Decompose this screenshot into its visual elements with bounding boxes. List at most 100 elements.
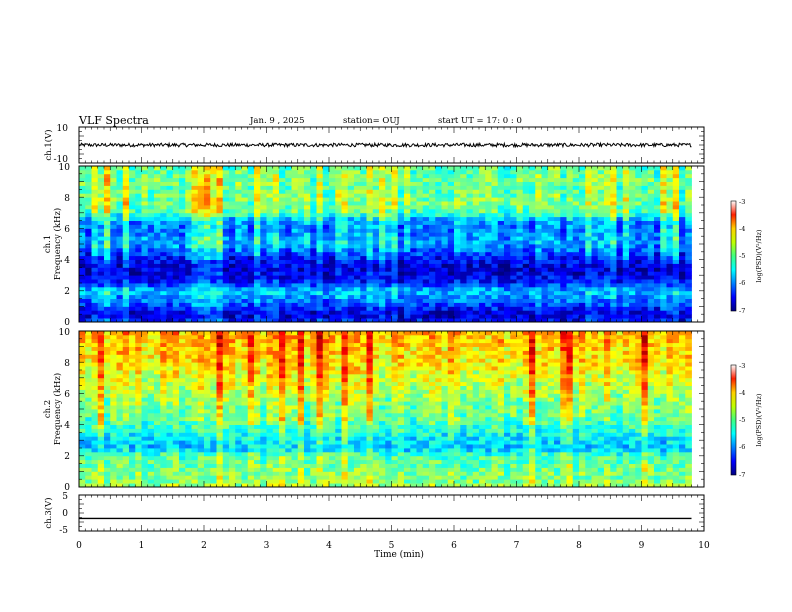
- spectrogram-cell: [204, 255, 211, 260]
- spectrogram-cell: [460, 263, 467, 268]
- spectrogram-cell: [422, 197, 430, 202]
- spectrogram-cell: [566, 193, 574, 198]
- spectrogram-cell: [629, 463, 636, 468]
- spectrogram-cell: [572, 286, 580, 292]
- spectrogram-cell: [379, 197, 386, 202]
- spectrogram-cell: [410, 318, 417, 323]
- spectrogram-cell: [116, 197, 124, 202]
- spectrogram-cell: [566, 185, 574, 190]
- spectrogram-cell: [297, 216, 305, 221]
- spectrogram-cell: [285, 314, 292, 319]
- spectrogram-cell: [129, 205, 136, 210]
- spectrogram-cell: [316, 232, 324, 237]
- spectrogram-cell: [604, 208, 611, 214]
- spectrogram-cell: [516, 255, 524, 260]
- spectrogram-cell: [285, 212, 292, 218]
- spectrogram-cell: [616, 185, 624, 190]
- spectrogram-cell: [491, 228, 499, 233]
- spectrogram-cell: [79, 279, 86, 284]
- spectrogram-cell: [141, 166, 149, 171]
- spectrogram-cell: [197, 166, 205, 171]
- spectrogram-cell: [160, 193, 167, 198]
- spectrogram-cell: [572, 479, 580, 484]
- spectrogram-cell: [85, 318, 92, 323]
- spectrogram-cell: [479, 467, 486, 472]
- spectrogram-cell: [491, 224, 499, 229]
- spectrogram-cell: [385, 240, 392, 245]
- spectrogram-cell: [654, 290, 661, 296]
- spectrogram-cell: [197, 247, 205, 253]
- spectrogram-cell: [516, 166, 524, 171]
- spectrogram-cell: [210, 247, 217, 253]
- spectrogram-cell: [472, 169, 480, 175]
- spectrogram-cell: [216, 306, 224, 311]
- spectrogram-cell: [191, 306, 199, 311]
- spectrogram-cell: [266, 314, 274, 319]
- spectrogram-cell: [160, 197, 167, 202]
- spectrogram-cell: [266, 201, 274, 206]
- spectrogram-cell: [660, 208, 667, 214]
- spectrogram-cell: [197, 220, 205, 225]
- spectrogram-cell: [372, 286, 380, 292]
- spectrogram-cell: [116, 169, 124, 175]
- spectrogram-cell: [291, 181, 299, 186]
- spectrogram-cell: [554, 212, 561, 218]
- spectrogram-cell: [141, 271, 149, 276]
- spectrogram-cell: [304, 467, 311, 472]
- spectrogram-cell: [91, 244, 99, 249]
- spectrogram-cell: [116, 236, 124, 241]
- spectrogram-cell: [422, 212, 430, 218]
- spectrogram-cell: [422, 263, 430, 268]
- spectrogram-cell: [679, 189, 686, 194]
- spectrogram-cell: [329, 275, 336, 280]
- spectrogram-cell: [210, 483, 217, 488]
- spectrogram-cell: [329, 169, 336, 175]
- spectrogram-cell: [379, 271, 386, 276]
- spectrogram-cell: [654, 286, 661, 292]
- spectrogram-cell: [285, 267, 292, 272]
- spectrogram-cell: [341, 232, 349, 237]
- spectrogram-cell: [154, 220, 161, 225]
- spectrogram-cell: [154, 208, 161, 214]
- spectrogram-cell: [354, 298, 361, 303]
- spectrogram-cell: [372, 302, 380, 307]
- spectrogram-cell: [97, 290, 105, 296]
- spectrogram-cell: [116, 483, 124, 488]
- spectrogram-cell: [185, 255, 192, 260]
- spectrogram-cell: [141, 263, 149, 268]
- spectrogram-cell: [297, 251, 305, 257]
- spectrogram-cell: [579, 255, 586, 260]
- spectrogram-cell: [629, 244, 636, 249]
- spectrogram-cell: [435, 267, 442, 272]
- spectrogram-cell: [135, 247, 142, 253]
- spectrogram-cell: [279, 483, 286, 488]
- spectrogram-cell: [554, 173, 561, 179]
- spectrogram-cell: [616, 255, 624, 260]
- spectrogram-cell: [416, 483, 424, 488]
- spectrogram-cell: [379, 279, 386, 284]
- spectrogram-cell: [272, 471, 280, 476]
- spectrogram-cell: [447, 463, 455, 468]
- spectrogram-cell: [541, 169, 549, 175]
- spectrogram-cell: [547, 286, 555, 292]
- spectrogram-cell: [304, 279, 311, 284]
- spectrogram-cell: [454, 251, 461, 257]
- spectrogram-cell: [560, 244, 567, 249]
- spectrogram-cell: [179, 232, 186, 237]
- spectrogram-cell: [316, 173, 324, 179]
- spectrogram-cell: [497, 483, 505, 488]
- spectrogram-cell: [447, 290, 455, 296]
- spectrogram-cell: [235, 212, 242, 218]
- spectrogram-cell: [254, 224, 261, 229]
- spectrogram-cell: [372, 306, 380, 311]
- spectrogram-cell: [660, 224, 667, 229]
- spectrogram-cell: [316, 236, 324, 241]
- spectrogram-cell: [635, 318, 642, 323]
- spectrogram-cell: [622, 240, 630, 245]
- spectrogram-cell: [372, 463, 380, 468]
- spectrogram-cell: [522, 177, 530, 182]
- spectrogram-cell: [310, 201, 317, 206]
- spectrogram-cell: [185, 279, 192, 284]
- spectrogram-cell: [216, 173, 224, 179]
- spectrogram-cell: [204, 463, 211, 468]
